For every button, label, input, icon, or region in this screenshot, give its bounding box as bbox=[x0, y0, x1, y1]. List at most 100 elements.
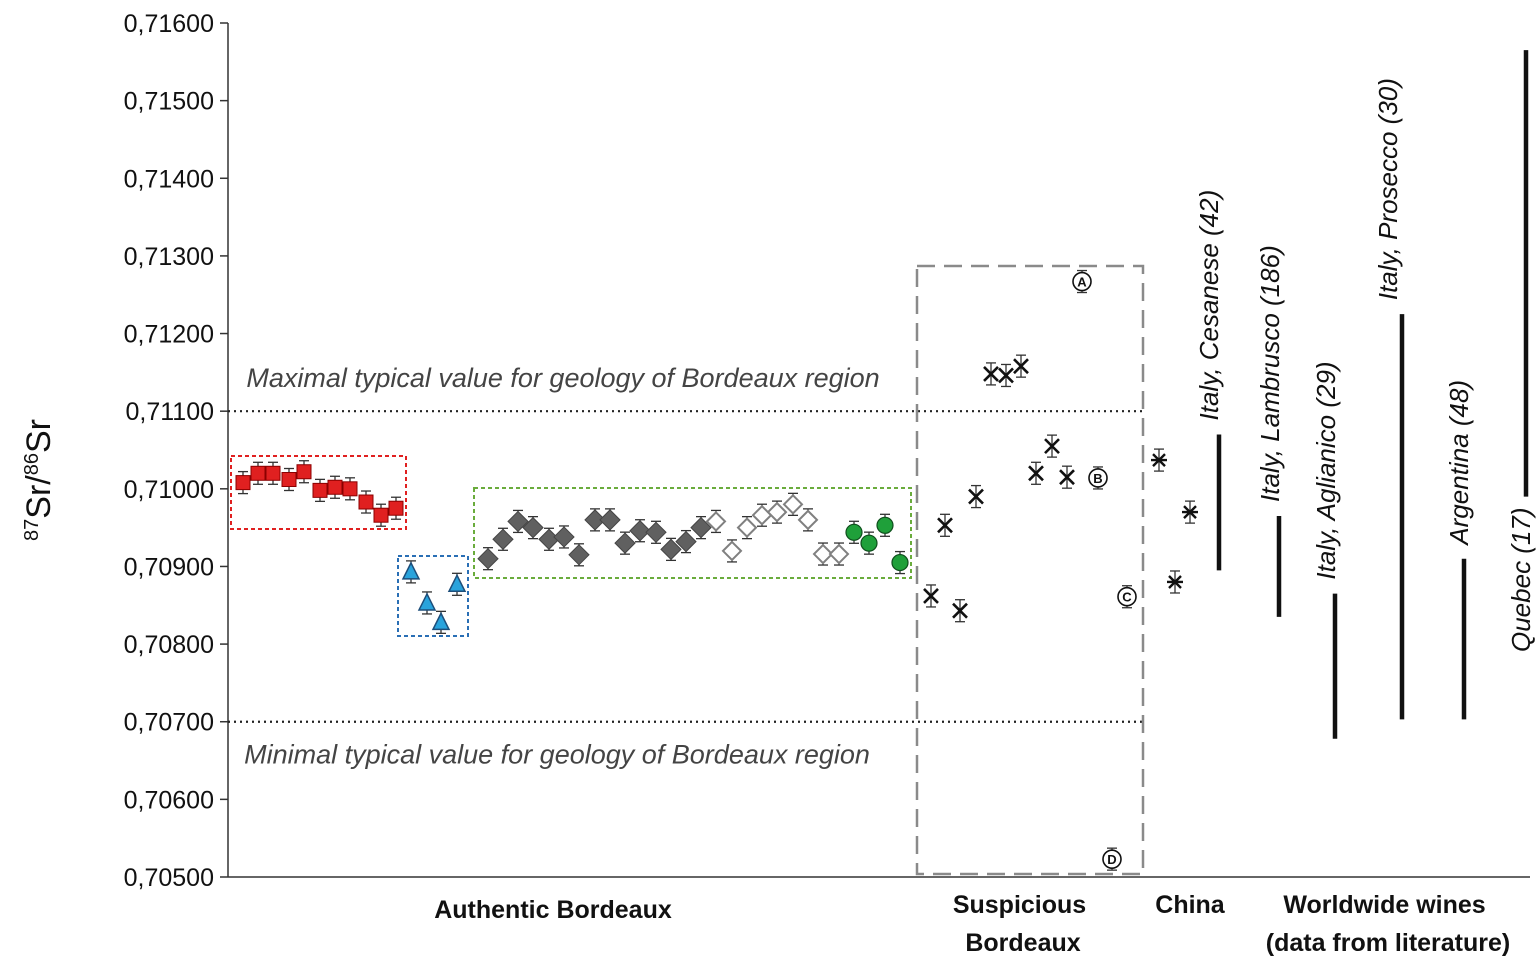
data-point-open-diamond bbox=[705, 511, 727, 532]
y-axis-label-sup2: 86 bbox=[21, 453, 43, 475]
reference-line-label: Maximal typical value for geology of Bor… bbox=[246, 363, 879, 393]
data-point-open-diamond bbox=[797, 509, 819, 531]
y-tick-label: 0,71500 bbox=[124, 88, 214, 116]
data-point-letter: C bbox=[1122, 590, 1132, 605]
data-point-star bbox=[1151, 453, 1167, 467]
data-point-square bbox=[342, 481, 358, 497]
reference-line-label: Minimal typical value for geology of Bor… bbox=[244, 740, 870, 770]
y-tick-label: 0,71000 bbox=[124, 476, 214, 504]
data-point-open-diamond bbox=[812, 543, 834, 565]
category-suspicious-bordeaux: Suspicious Bordeaux bbox=[953, 891, 1093, 957]
data-point-diamond bbox=[614, 532, 636, 554]
axes: 0,70500 0,70600 0,70700 0,70800 0,70900 0,710… bbox=[124, 10, 1530, 892]
category-authentic-bordeaux: Authentic Bordeaux bbox=[434, 896, 672, 924]
data-point-diamond bbox=[584, 509, 606, 531]
data-point-triangle bbox=[447, 573, 467, 593]
authentic-green-box bbox=[473, 487, 912, 579]
data-point-square bbox=[388, 500, 404, 516]
data-point-cross bbox=[923, 588, 939, 604]
data-point-open-diamond bbox=[766, 501, 788, 523]
data-point-square bbox=[250, 465, 266, 481]
y-tick-label: 0,70500 bbox=[124, 864, 214, 892]
reference-lines: Maximal typical value for geology of Bor… bbox=[228, 363, 1143, 770]
y-tick-label: 0,71400 bbox=[124, 165, 214, 193]
category-worldwide-line2: (data from literature) bbox=[1266, 929, 1510, 957]
data-point-labeled-circle bbox=[1117, 586, 1137, 607]
suspicious-box bbox=[915, 264, 1145, 876]
data-points: A B C D bbox=[235, 269, 1198, 871]
data-point-open-diamond bbox=[751, 504, 773, 526]
data-point-star bbox=[1182, 505, 1198, 519]
literature-range-label: Quebec (17) bbox=[1506, 507, 1536, 652]
data-point-cross bbox=[952, 602, 968, 619]
data-point-open-diamond bbox=[736, 517, 758, 539]
y-tick-label: 0,70600 bbox=[124, 786, 214, 814]
data-point-triangle bbox=[431, 611, 451, 631]
data-point-labeled-circle bbox=[1072, 271, 1092, 292]
data-point-letter: D bbox=[1107, 852, 1116, 867]
category-china: China bbox=[1155, 891, 1226, 919]
y-tick-label: 0,70700 bbox=[124, 709, 214, 737]
y-tick-label: 0,71600 bbox=[124, 10, 214, 38]
data-point-square bbox=[312, 482, 328, 498]
literature-range-label: Italy, Cesanese (42) bbox=[1194, 190, 1224, 421]
category-suspicious-line2: Bordeaux bbox=[965, 929, 1080, 957]
data-point-square bbox=[265, 465, 281, 481]
y-tick-label: 0,70800 bbox=[124, 631, 214, 659]
data-point-diamond bbox=[675, 530, 697, 553]
data-point-diamond bbox=[599, 509, 621, 531]
data-point-triangle bbox=[417, 592, 437, 611]
data-point-diamond bbox=[477, 547, 499, 570]
data-point-cross bbox=[1013, 358, 1029, 375]
data-point-labeled-circle bbox=[1088, 468, 1108, 488]
y-tick-label: 0,71200 bbox=[124, 321, 214, 349]
data-point-diamond bbox=[629, 520, 651, 542]
data-point-cross bbox=[1028, 465, 1044, 482]
data-point-star bbox=[1167, 575, 1183, 589]
data-point-cross bbox=[1059, 469, 1075, 486]
category-worldwide-line1: Worldwide wines bbox=[1283, 891, 1485, 919]
data-point-letter: B bbox=[1093, 471, 1102, 486]
data-point-cross bbox=[1044, 438, 1060, 455]
data-point-square bbox=[327, 479, 343, 495]
literature-ranges: Italy, Cesanese (42) Italy, Lambrusco (18… bbox=[1194, 50, 1536, 739]
data-point-open-diamond bbox=[828, 543, 850, 565]
data-point-diamond bbox=[553, 526, 575, 548]
data-point-triangle bbox=[401, 561, 421, 580]
data-point-diamond bbox=[507, 510, 529, 533]
y-axis-label-part2: Sr bbox=[20, 419, 58, 453]
data-point-circle bbox=[876, 516, 894, 534]
data-point-cross bbox=[998, 367, 1014, 384]
data-point-circle bbox=[860, 534, 878, 552]
data-point-square bbox=[358, 494, 374, 510]
data-point-square bbox=[235, 475, 251, 491]
y-tick-label: 0,71100 bbox=[125, 398, 214, 426]
literature-range-label: Italy, Lambrusco (186) bbox=[1255, 245, 1285, 502]
data-point-diamond bbox=[522, 516, 544, 539]
data-point-cross bbox=[937, 517, 953, 534]
group-boxes bbox=[230, 264, 1145, 876]
y-axis-label-part1: Sr/ bbox=[20, 475, 58, 519]
y-tick-label: 0,70900 bbox=[124, 553, 214, 581]
data-point-open-diamond bbox=[721, 540, 743, 562]
literature-range-label: Argentina (48) bbox=[1444, 380, 1474, 547]
data-point-square bbox=[281, 472, 297, 488]
authentic-red-box bbox=[230, 455, 407, 530]
category-suspicious-line1: Suspicious bbox=[953, 891, 1086, 919]
data-point-letter: A bbox=[1077, 275, 1087, 290]
data-point-square bbox=[373, 507, 389, 523]
data-point-open-diamond bbox=[782, 493, 804, 515]
category-worldwide-wines: Worldwide wines (data from literature) bbox=[1266, 891, 1510, 957]
data-point-cross bbox=[983, 365, 999, 382]
data-point-diamond bbox=[492, 528, 514, 550]
y-axis-label-sup1: 87 bbox=[21, 519, 43, 541]
data-point-diamond bbox=[690, 516, 712, 539]
data-point-circle bbox=[891, 553, 909, 572]
data-point-circle bbox=[845, 523, 863, 541]
y-axis-label: 87Sr/86Sr bbox=[20, 419, 58, 541]
data-point-diamond bbox=[660, 538, 682, 561]
authentic-blue-box bbox=[397, 555, 469, 637]
data-point-labeled-circle bbox=[1102, 849, 1122, 869]
data-point-diamond bbox=[568, 544, 590, 566]
